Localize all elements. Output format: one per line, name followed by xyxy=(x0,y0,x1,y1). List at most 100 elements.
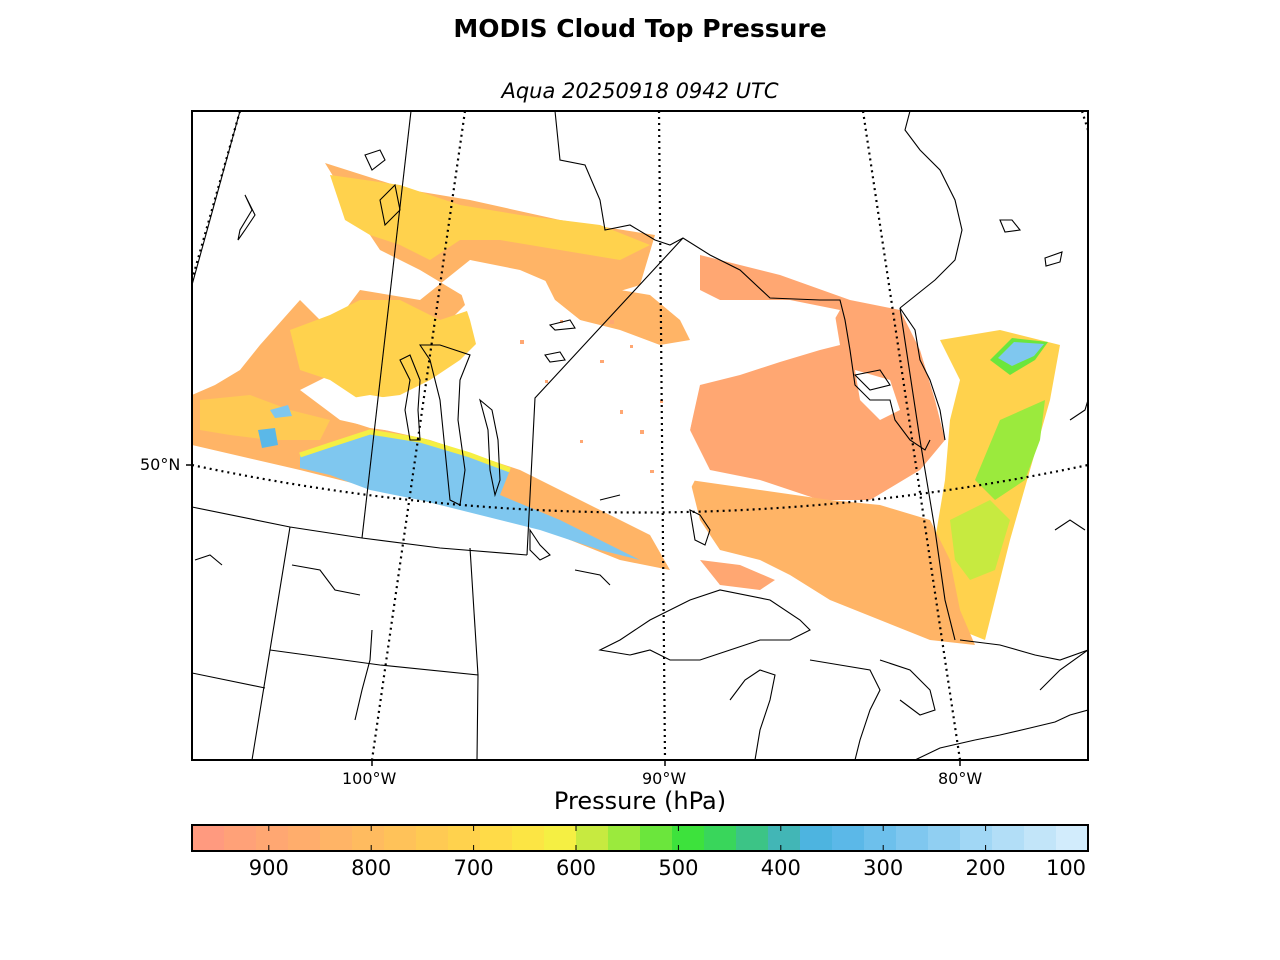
colorbar-cell xyxy=(800,825,833,851)
axis-ticks xyxy=(186,464,961,766)
map-subtitle: Aqua 20250918 0942 UTC xyxy=(501,79,779,103)
colorbar-cell xyxy=(192,825,225,851)
lake-sask xyxy=(194,554,223,566)
colorbar-cell xyxy=(928,825,961,851)
colorbar-cell xyxy=(224,825,257,851)
colorbar-cell xyxy=(1024,825,1057,851)
colorbar-cell xyxy=(416,825,449,851)
border-us-states-3 xyxy=(192,672,266,689)
colorbar-cell xyxy=(736,825,769,851)
lakes-nw xyxy=(364,149,386,171)
lake-michigan xyxy=(729,669,776,760)
colorbar-cell xyxy=(480,825,513,851)
cloud-mid-yellow-3 xyxy=(200,395,330,440)
lake-of-woods xyxy=(529,528,551,561)
lake-island-hb xyxy=(853,369,891,391)
cloud-mid-orange xyxy=(540,270,690,345)
colorbar-cell xyxy=(960,825,993,851)
colorbar-cell xyxy=(320,825,353,851)
clear-area-central xyxy=(460,260,840,490)
coast-quebec xyxy=(959,639,1088,661)
lakes-north xyxy=(237,194,256,241)
cloud-swath xyxy=(192,163,1060,645)
river-missouri xyxy=(291,564,361,596)
lake-erie xyxy=(914,739,976,760)
colorbar-tick-label: 100 xyxy=(1045,856,1087,880)
upper-lakes xyxy=(574,569,611,586)
border-us-states-4 xyxy=(469,547,479,676)
colorbar-cell xyxy=(864,825,897,851)
colorbar-tick-label: 400 xyxy=(760,856,801,880)
border-on-qc xyxy=(899,307,956,641)
cloud-mid-yellow-2 xyxy=(290,300,490,400)
colorbar-cell xyxy=(832,825,865,851)
border-us-canada xyxy=(192,506,528,556)
lon-label-80w: 80°W xyxy=(938,769,983,788)
colorbar-cell xyxy=(576,825,609,851)
colorbar-cell xyxy=(704,825,737,851)
lake-manitoba xyxy=(479,398,501,498)
lake-superior xyxy=(598,589,811,661)
colorbar-cell xyxy=(352,825,385,851)
lakes-nw2 xyxy=(379,183,401,227)
lake-winnipeg xyxy=(418,344,471,506)
lake-winnipegosis xyxy=(399,354,421,441)
coast-hudson-bay xyxy=(554,111,931,451)
cloud-south-orange-2 xyxy=(700,560,775,590)
georgian-bay xyxy=(879,659,936,716)
lat-label-50n: 50°N xyxy=(140,455,181,474)
colorbar-cell xyxy=(544,825,577,851)
lake-central2 xyxy=(548,319,576,331)
cloud-high-blue-band xyxy=(300,432,640,560)
clear-area-nw xyxy=(300,240,360,285)
colorbar-tick-label: 600 xyxy=(555,856,597,880)
colorbar-cell xyxy=(608,825,641,851)
colorbar-cell xyxy=(512,825,545,851)
colorbar-tick-label: 700 xyxy=(453,856,494,880)
cloud-east-low xyxy=(690,255,945,500)
st-lawrence xyxy=(1039,649,1088,691)
meridian-80w xyxy=(861,111,962,760)
colorbar-cell xyxy=(768,825,801,851)
colorbar-tick-label: 800 xyxy=(351,856,392,880)
cloud-green-e xyxy=(975,400,1045,500)
map-frame xyxy=(191,110,1089,761)
cloud-high-blue-spot xyxy=(258,428,278,448)
lon-label-100w: 100°W xyxy=(342,769,397,788)
colorbar-cell xyxy=(992,825,1025,851)
colorbar-cell xyxy=(1056,825,1089,851)
lon-label-90w: 90°W xyxy=(642,769,687,788)
cloud-yellow-edge xyxy=(299,429,511,473)
lake-huron xyxy=(809,659,881,760)
cloud-high-blue-spot2 xyxy=(270,405,292,418)
colorbar-tick-label: 200 xyxy=(965,856,1006,880)
colorbar-tick-label: 500 xyxy=(658,856,699,880)
colorbar-cell xyxy=(448,825,481,851)
lake-ne xyxy=(999,219,1022,233)
cloud-mid-yellow xyxy=(330,175,650,260)
meridian-90w xyxy=(657,111,667,760)
border-mb-on xyxy=(526,237,684,556)
colorbar-cell xyxy=(672,825,705,851)
border-sk-mb xyxy=(361,111,412,539)
coast-east2 xyxy=(1054,519,1086,531)
map-title: MODIS Cloud Top Pressure xyxy=(453,14,827,43)
colorbar-frame xyxy=(191,824,1089,852)
colorbar-cell xyxy=(288,825,321,851)
cloud-green-e2 xyxy=(950,500,1010,580)
lake-ne2 xyxy=(1044,251,1063,267)
river-missouri2 xyxy=(354,629,373,721)
lake-on-upper xyxy=(599,494,621,501)
parallel-50n xyxy=(192,463,1088,514)
colorbar-cell xyxy=(384,825,417,851)
graticule xyxy=(192,111,1088,760)
coast-james-bay xyxy=(899,307,946,441)
colorbar-tick-label: 900 xyxy=(248,856,289,880)
border-us-states-2 xyxy=(269,649,479,760)
cloud-south-orange xyxy=(690,480,975,645)
colorbar-tick-label: 300 xyxy=(863,856,904,880)
lake-ontario xyxy=(974,709,1088,741)
colorbar-cells xyxy=(192,825,1089,851)
